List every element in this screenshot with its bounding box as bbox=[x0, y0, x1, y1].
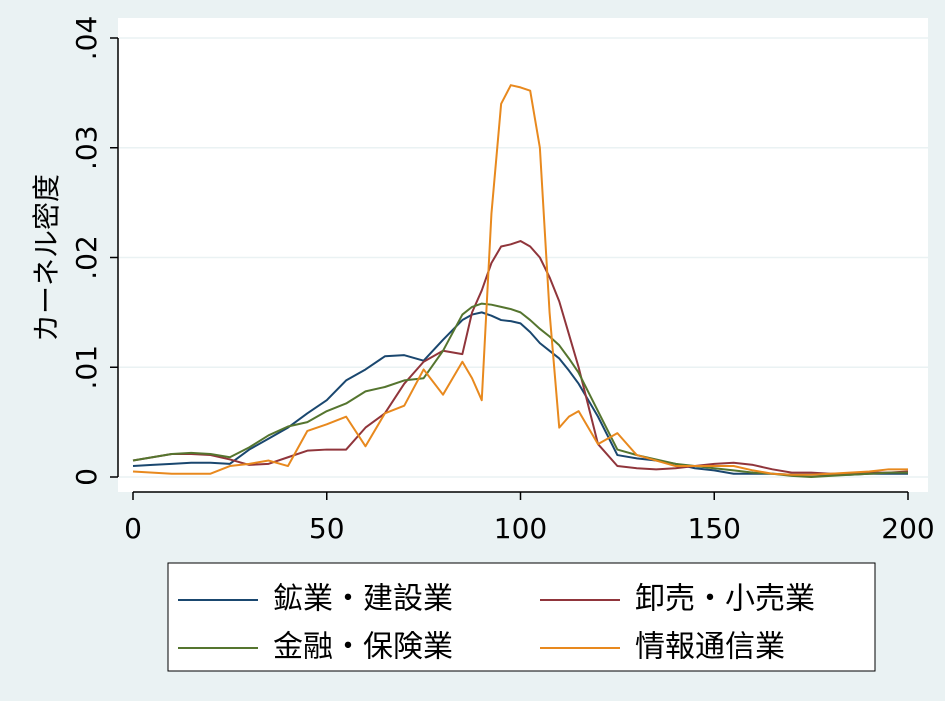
y-tick-label: .03 bbox=[70, 125, 103, 170]
y-tick-label: .01 bbox=[70, 345, 103, 390]
y-tick-label: 0 bbox=[70, 468, 103, 486]
legend-label: 金融・保険業 bbox=[273, 630, 453, 665]
legend bbox=[167, 562, 876, 672]
series-line bbox=[132, 302, 908, 478]
legend-label: 情報通信業 bbox=[635, 630, 785, 665]
x-tick-label: 200 bbox=[881, 512, 934, 545]
x-tick-label: 50 bbox=[309, 512, 345, 545]
plot-area bbox=[118, 18, 928, 492]
x-tick-label: 100 bbox=[494, 512, 547, 545]
y-axis-title: カーネル密度 bbox=[30, 174, 63, 342]
y-tick-label: .04 bbox=[70, 16, 103, 61]
series-line bbox=[132, 84, 908, 476]
x-tick-label: 150 bbox=[688, 512, 741, 545]
legend-label: 卸売・小売業 bbox=[635, 582, 815, 617]
series-line bbox=[132, 240, 909, 475]
y-tick-label: .02 bbox=[70, 235, 103, 280]
x-tick-label: 0 bbox=[124, 512, 142, 545]
legend-label: 鉱業・建設業 bbox=[273, 582, 453, 617]
